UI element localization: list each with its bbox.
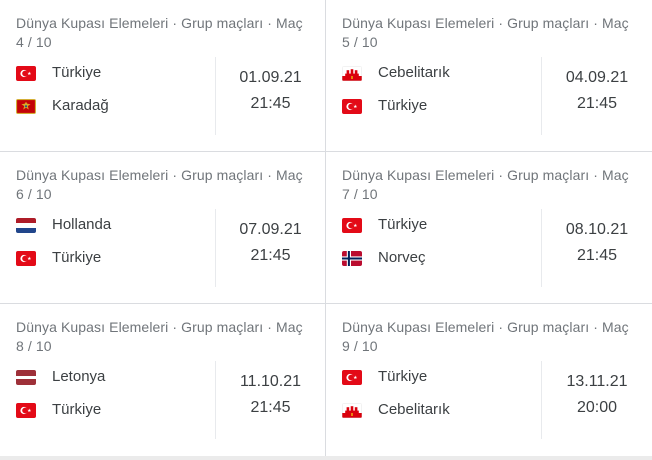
team-row: Türkiye xyxy=(16,249,215,267)
team-row: Cebelitarık xyxy=(342,64,541,82)
turkey-flag-icon xyxy=(16,402,36,418)
team-row: Cebelitarık xyxy=(342,401,541,419)
match-date: 13.11.21 xyxy=(566,373,628,390)
match-header: Dünya Kupası Elemeleri · Grup maçları · … xyxy=(342,167,629,202)
team-row: Hollanda xyxy=(16,216,215,234)
vertical-divider xyxy=(541,209,542,287)
team-row: Türkiye xyxy=(342,368,541,386)
team-row: Türkiye xyxy=(16,64,215,82)
match-date: 01.09.21 xyxy=(239,69,302,86)
match-body: Türkiye Karadağ 01.09.21 21:45 xyxy=(16,57,325,135)
gibraltar-flag-icon xyxy=(342,402,362,418)
match-header: Dünya Kupası Elemeleri · Grup maçları · … xyxy=(16,167,303,202)
team-name: Türkiye xyxy=(378,368,428,385)
match-time: 20:00 xyxy=(576,399,618,416)
match-card-9[interactable]: Dünya Kupası Elemeleri · Grup maçları · … xyxy=(326,304,652,456)
match-card-4[interactable]: Dünya Kupası Elemeleri · Grup maçları · … xyxy=(0,0,326,152)
teams-list: Letonya Türkiye xyxy=(16,368,215,419)
match-datetime: 04.09.21 21:45 xyxy=(542,64,652,117)
team-name: Cebelitarık xyxy=(378,401,450,418)
match-card-7[interactable]: Dünya Kupası Elemeleri · Grup maçları · … xyxy=(326,152,652,304)
match-date: 08.10.21 xyxy=(565,221,629,238)
vertical-divider xyxy=(215,209,216,287)
teams-list: Türkiye Cebelitarık xyxy=(342,368,541,419)
team-row: Karadağ xyxy=(16,97,215,115)
vertical-divider xyxy=(541,57,542,135)
match-time: 21:45 xyxy=(250,95,291,112)
match-time: 21:45 xyxy=(250,247,291,264)
vertical-divider xyxy=(541,361,542,439)
team-name: Türkiye xyxy=(378,97,428,114)
match-date: 04.09.21 xyxy=(565,69,629,86)
match-card-8[interactable]: Dünya Kupası Elemeleri · Grup maçları · … xyxy=(0,304,326,456)
vertical-divider xyxy=(215,361,216,439)
teams-list: Hollanda Türkiye xyxy=(16,216,215,267)
team-name: Karadağ xyxy=(52,97,109,114)
match-body: Hollanda Türkiye 07.09.21 21:45 xyxy=(16,209,325,287)
match-body: Türkiye Norveç 08.10.21 21:45 xyxy=(342,209,652,287)
match-header: Dünya Kupası Elemeleri · Grup maçları · … xyxy=(342,15,629,50)
team-name: Hollanda xyxy=(52,216,112,233)
match-card-5[interactable]: Dünya Kupası Elemeleri · Grup maçları · … xyxy=(326,0,652,152)
turkey-flag-icon xyxy=(342,98,362,114)
netherlands-flag-icon xyxy=(16,217,36,233)
match-date: 07.09.21 xyxy=(239,221,302,238)
team-name: Letonya xyxy=(52,368,106,385)
match-datetime: 07.09.21 21:45 xyxy=(216,216,325,269)
match-datetime: 11.10.21 21:45 xyxy=(216,368,325,421)
turkey-flag-icon xyxy=(16,65,36,81)
match-header: Dünya Kupası Elemeleri · Grup maçları · … xyxy=(342,319,629,354)
match-body: Cebelitarık Türkiye 04.09.21 21:45 xyxy=(342,57,652,135)
teams-list: Türkiye Norveç xyxy=(342,216,541,267)
team-name: Cebelitarık xyxy=(378,64,450,81)
bottom-edge-strip xyxy=(0,456,652,460)
turkey-flag-icon xyxy=(342,369,362,385)
match-header: Dünya Kupası Elemeleri · Grup maçları · … xyxy=(16,319,303,354)
match-datetime: 08.10.21 21:45 xyxy=(542,216,652,269)
teams-list: Türkiye Karadağ xyxy=(16,64,215,115)
match-card-6[interactable]: Dünya Kupası Elemeleri · Grup maçları · … xyxy=(0,152,326,304)
team-row: Letonya xyxy=(16,368,215,386)
team-row: Türkiye xyxy=(342,97,541,115)
match-header: Dünya Kupası Elemeleri · Grup maçları · … xyxy=(16,15,303,50)
match-date: 11.10.21 xyxy=(239,373,302,390)
match-time: 21:45 xyxy=(576,247,618,264)
gibraltar-flag-icon xyxy=(342,65,362,81)
teams-list: Cebelitarık Türkiye xyxy=(342,64,541,115)
latvia-flag-icon xyxy=(16,369,36,385)
match-body: Letonya Türkiye 11.10.21 21:45 xyxy=(16,361,325,439)
norway-flag-icon xyxy=(342,250,362,266)
team-row: Norveç xyxy=(342,249,541,267)
team-row: Türkiye xyxy=(16,401,215,419)
team-name: Türkiye xyxy=(52,401,102,418)
turkey-flag-icon xyxy=(16,250,36,266)
team-name: Türkiye xyxy=(378,216,428,233)
match-datetime: 13.11.21 20:00 xyxy=(542,368,652,421)
team-row: Türkiye xyxy=(342,216,541,234)
match-time: 21:45 xyxy=(250,399,291,416)
match-datetime: 01.09.21 21:45 xyxy=(216,64,325,117)
match-body: Türkiye Cebelitarık 13.11.21 20:00 xyxy=(342,361,652,439)
team-name: Türkiye xyxy=(52,249,102,266)
team-name: Norveç xyxy=(378,249,426,266)
team-name: Türkiye xyxy=(52,64,102,81)
turkey-flag-icon xyxy=(342,217,362,233)
vertical-divider xyxy=(215,57,216,135)
match-time: 21:45 xyxy=(576,95,618,112)
montenegro-flag-icon xyxy=(16,98,36,114)
